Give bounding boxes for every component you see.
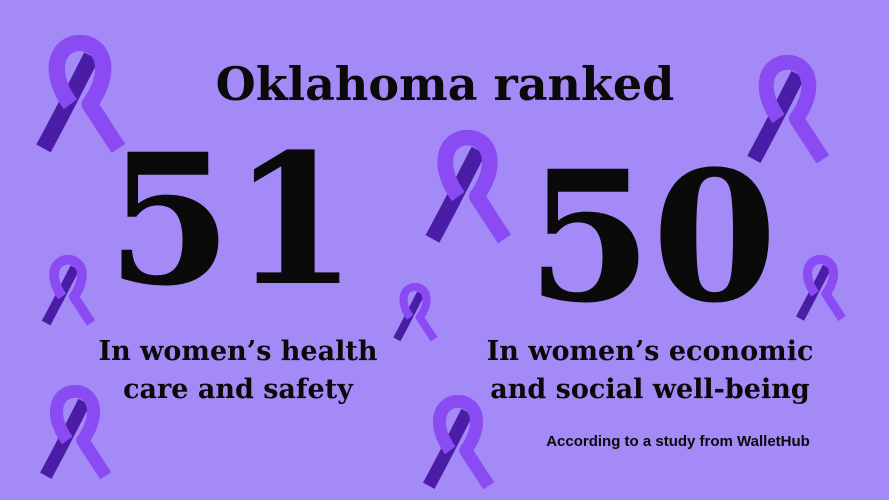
description-line: In women’s health bbox=[99, 336, 378, 367]
description-line: In women’s economic bbox=[487, 336, 814, 367]
rank-number: 50 bbox=[527, 132, 778, 343]
title: Oklahoma ranked bbox=[216, 57, 675, 111]
source-note: According to a study from WalletHub bbox=[546, 433, 810, 450]
description-line: and social well-being bbox=[490, 374, 810, 405]
description-line: care and safety bbox=[123, 374, 354, 405]
rank-number: 51 bbox=[107, 115, 358, 326]
